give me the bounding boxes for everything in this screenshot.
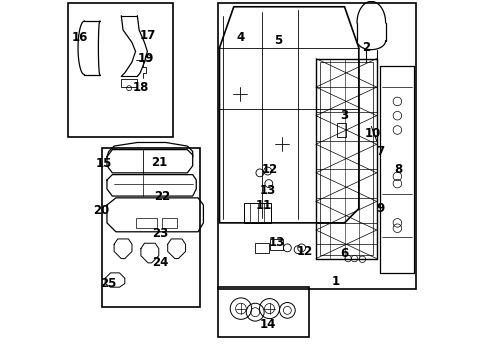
Text: 2: 2 bbox=[361, 41, 369, 54]
Text: 21: 21 bbox=[150, 156, 166, 168]
Text: 1: 1 bbox=[331, 275, 339, 288]
Bar bbox=[121, 79, 137, 87]
Text: 17: 17 bbox=[140, 29, 156, 42]
Bar bbox=[269, 239, 283, 249]
Text: 12: 12 bbox=[261, 163, 277, 176]
Bar bbox=[135, 217, 157, 228]
Text: 6: 6 bbox=[340, 247, 348, 260]
Bar bbox=[244, 203, 271, 223]
Bar bbox=[162, 217, 176, 228]
Text: 16: 16 bbox=[72, 31, 88, 44]
Text: 14: 14 bbox=[259, 318, 275, 331]
Text: 4: 4 bbox=[236, 31, 244, 44]
Bar bbox=[337, 123, 346, 137]
Text: 7: 7 bbox=[375, 145, 384, 158]
Text: 12: 12 bbox=[297, 245, 313, 258]
Bar bbox=[255, 243, 268, 253]
Text: 13: 13 bbox=[268, 236, 284, 249]
Text: 13: 13 bbox=[259, 184, 275, 197]
Bar bbox=[102, 148, 200, 307]
Bar bbox=[217, 287, 308, 337]
Text: 15: 15 bbox=[95, 157, 111, 170]
Text: 5: 5 bbox=[274, 34, 282, 47]
Text: 9: 9 bbox=[375, 202, 384, 215]
Text: 18: 18 bbox=[132, 81, 149, 94]
Text: 20: 20 bbox=[93, 204, 109, 217]
Text: 10: 10 bbox=[364, 127, 381, 140]
Text: 24: 24 bbox=[152, 256, 168, 269]
Text: 3: 3 bbox=[340, 109, 348, 122]
Text: 23: 23 bbox=[152, 227, 168, 240]
Text: 25: 25 bbox=[101, 277, 117, 290]
Text: 8: 8 bbox=[393, 163, 402, 176]
Bar bbox=[319, 62, 372, 255]
Bar bbox=[67, 3, 173, 137]
Text: 22: 22 bbox=[154, 190, 170, 203]
Bar bbox=[217, 3, 415, 289]
Text: 11: 11 bbox=[256, 198, 272, 212]
Text: 19: 19 bbox=[138, 52, 154, 65]
